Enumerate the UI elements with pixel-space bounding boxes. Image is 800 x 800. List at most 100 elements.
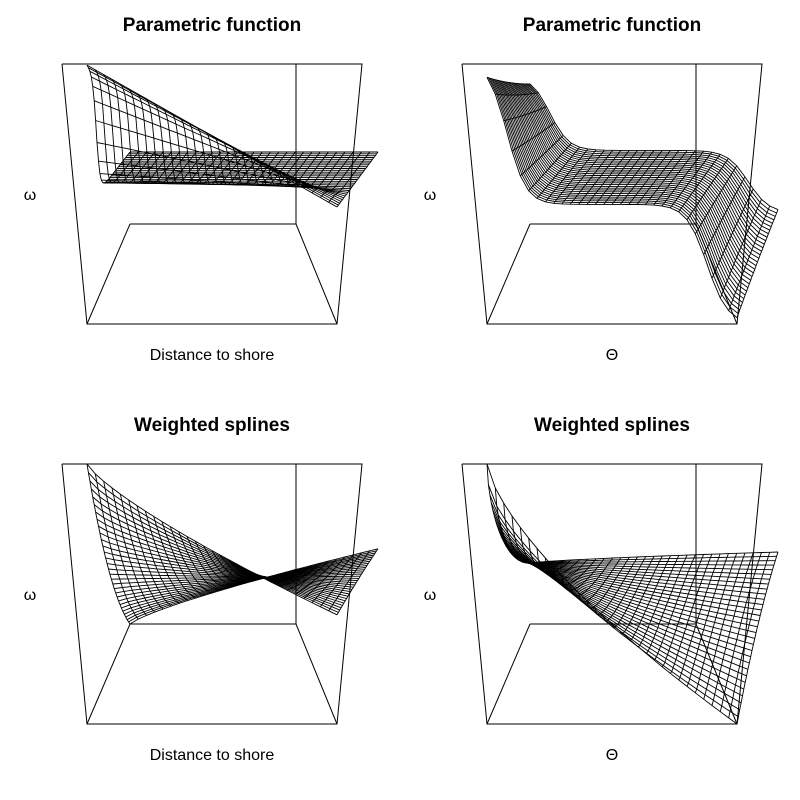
mesh-line-u xyxy=(486,463,530,564)
plot-box xyxy=(61,63,363,325)
panel-parametric-theta: Parametric function ω Θ xyxy=(424,15,779,364)
panel-title: Parametric function xyxy=(123,15,301,36)
surface-mesh xyxy=(486,76,779,318)
x-axis-label: Distance to shore xyxy=(150,747,275,764)
mesh-line-u xyxy=(303,151,346,189)
surface-mesh xyxy=(86,463,379,625)
mesh-line-u xyxy=(153,516,197,599)
mesh-line-u xyxy=(719,552,762,712)
mesh-line-u xyxy=(544,148,589,203)
mesh-line-u xyxy=(211,550,255,582)
mesh-line-u xyxy=(228,145,271,186)
mesh-line-u xyxy=(520,135,564,177)
mesh-line-u xyxy=(578,557,622,603)
mesh-line-u xyxy=(694,553,738,693)
mesh-line-v xyxy=(492,509,743,697)
mesh-line-u xyxy=(286,151,329,188)
mesh-line-u xyxy=(561,149,605,205)
mesh-line-u xyxy=(128,499,172,607)
mesh-line-u xyxy=(694,165,738,235)
mesh-line-u xyxy=(578,150,622,205)
mesh-line-u xyxy=(536,548,580,577)
mesh-line-u xyxy=(503,106,547,122)
mesh-line-u xyxy=(603,150,647,205)
mesh-line-u xyxy=(261,567,304,580)
mesh-line-u xyxy=(119,493,164,610)
surface-mesh xyxy=(486,463,779,725)
mesh-line-u xyxy=(686,553,729,687)
mesh-line-u xyxy=(144,510,189,601)
mesh-line-v xyxy=(487,484,739,718)
mesh-line-u xyxy=(569,557,614,597)
mesh-line-u xyxy=(669,151,713,209)
mesh-line-u xyxy=(220,140,263,186)
mesh-line-v xyxy=(522,83,772,228)
mesh-line-u xyxy=(136,505,180,604)
mesh-line-u xyxy=(636,555,680,648)
mesh-line-u xyxy=(678,553,721,681)
mesh-line-u xyxy=(586,557,630,609)
mesh-line-u xyxy=(611,556,655,629)
mesh-line-u xyxy=(336,548,379,616)
plot-box xyxy=(61,463,363,725)
mesh-line-u xyxy=(728,205,771,311)
mesh-line-u xyxy=(653,150,696,206)
mesh-line-u xyxy=(603,556,647,622)
mesh-line-u xyxy=(286,560,329,591)
mesh-line-u xyxy=(178,531,221,591)
mesh-line-u xyxy=(528,538,572,573)
mesh-line-u xyxy=(553,558,597,586)
mesh-line-u xyxy=(203,130,247,186)
mesh-line-u xyxy=(303,556,346,599)
mesh-line-u xyxy=(619,555,663,635)
mesh-line-u xyxy=(553,149,597,204)
mesh-line-u xyxy=(653,554,696,661)
x-axis-label: Θ xyxy=(606,747,618,764)
mesh-line-u xyxy=(94,473,139,620)
mesh-line-u xyxy=(86,463,131,625)
mesh-line-u xyxy=(645,554,688,654)
x-axis-label: Θ xyxy=(606,347,618,364)
mesh-line-u xyxy=(245,151,288,186)
mesh-line-u xyxy=(270,564,313,583)
mesh-line-u xyxy=(544,557,589,581)
mesh-line-u xyxy=(103,481,147,616)
z-axis-label: ω xyxy=(424,587,437,604)
mesh-line-u xyxy=(611,150,655,205)
mesh-line-u xyxy=(486,76,530,85)
mesh-line-u xyxy=(311,554,354,603)
mesh-line-u xyxy=(736,551,779,725)
mesh-line-u xyxy=(736,209,779,318)
mesh-line-u xyxy=(278,151,321,188)
mesh-line-u xyxy=(194,541,238,586)
panel-title: Weighted splines xyxy=(534,415,690,436)
mesh-line-u xyxy=(203,545,246,584)
mesh-line-u xyxy=(703,176,746,255)
panel-parametric-distance: Parametric function ω Distance to shore xyxy=(24,15,379,364)
mesh-line-u xyxy=(328,151,371,203)
mesh-line-u xyxy=(636,150,680,205)
mesh-line-u xyxy=(253,569,296,578)
mesh-line-u xyxy=(536,146,580,199)
mesh-line-u xyxy=(195,126,238,185)
mesh-line-u xyxy=(644,150,688,205)
z-axis-label: ω xyxy=(24,587,37,604)
mesh-line-u xyxy=(586,150,630,205)
mesh-line-u xyxy=(661,554,705,667)
mesh-line-u xyxy=(219,554,263,581)
mesh-line-u xyxy=(253,151,296,187)
mesh-line-u xyxy=(328,550,371,612)
surface-mesh xyxy=(86,64,379,208)
mesh-line-u xyxy=(295,558,338,595)
mesh-line-u xyxy=(278,562,321,587)
mesh-line-u xyxy=(186,536,230,589)
mesh-line-u xyxy=(619,150,663,205)
mesh-line-u xyxy=(111,487,156,613)
z-axis-label: ω xyxy=(24,187,37,204)
mesh-line-u xyxy=(319,552,362,607)
mesh-line-u xyxy=(711,188,754,279)
mesh-line-u xyxy=(528,143,572,192)
mesh-line-u xyxy=(669,554,713,674)
mesh-line-u xyxy=(169,526,213,594)
mesh-line-u xyxy=(270,151,313,187)
